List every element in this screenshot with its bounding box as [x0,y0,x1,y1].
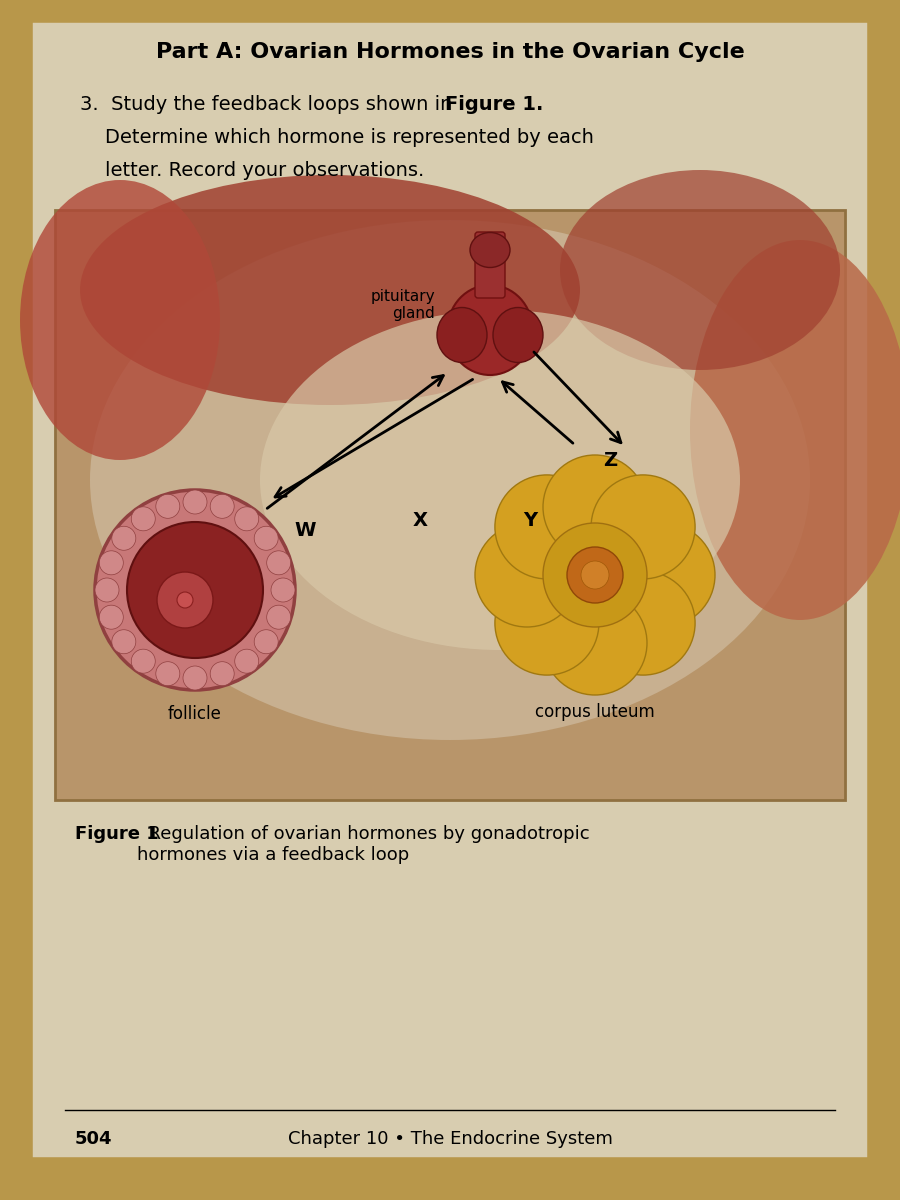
Circle shape [591,475,695,578]
Circle shape [567,547,623,602]
Text: letter. Record your observations.: letter. Record your observations. [80,161,424,180]
Text: Z: Z [603,450,617,469]
Circle shape [112,630,136,654]
Ellipse shape [690,240,900,620]
Ellipse shape [560,170,840,370]
Circle shape [156,661,180,685]
Circle shape [254,527,278,551]
Circle shape [99,551,123,575]
FancyBboxPatch shape [55,210,845,800]
Text: Part A: Ovarian Hormones in the Ovarian Cycle: Part A: Ovarian Hormones in the Ovarian … [156,42,744,62]
Text: Chapter 10 • The Endocrine System: Chapter 10 • The Endocrine System [288,1130,612,1148]
Circle shape [271,578,295,602]
Circle shape [127,522,263,658]
Circle shape [266,551,291,575]
Circle shape [131,649,156,673]
Text: X: X [412,510,427,529]
Circle shape [495,475,598,578]
Circle shape [99,605,123,629]
Circle shape [266,605,291,629]
Circle shape [254,630,278,654]
Circle shape [543,455,647,559]
Circle shape [112,527,136,551]
Ellipse shape [80,175,580,404]
Circle shape [183,666,207,690]
Circle shape [156,494,180,518]
Ellipse shape [20,180,220,460]
Circle shape [495,571,598,676]
Circle shape [581,560,609,589]
Circle shape [211,661,234,685]
Text: Figure 1: Figure 1 [75,826,158,842]
Circle shape [95,578,119,602]
Text: 3.  Study the feedback loops shown in: 3. Study the feedback loops shown in [80,95,459,114]
Circle shape [591,571,695,676]
Circle shape [235,649,258,673]
Text: Y: Y [523,510,537,529]
Ellipse shape [470,233,510,268]
Circle shape [95,490,295,690]
FancyBboxPatch shape [475,232,505,298]
Text: Determine which hormone is represented by each: Determine which hormone is represented b… [80,128,594,146]
Circle shape [475,523,579,626]
Ellipse shape [437,307,487,362]
Circle shape [543,523,647,626]
Ellipse shape [493,307,543,362]
Circle shape [177,592,193,608]
Circle shape [157,572,213,628]
Text: Figure 1.: Figure 1. [445,95,544,114]
Text: pituitary
gland: pituitary gland [371,289,435,322]
Text: 504: 504 [75,1130,112,1148]
Ellipse shape [447,284,533,374]
Ellipse shape [260,310,740,650]
Circle shape [211,494,234,518]
Circle shape [611,523,715,626]
Circle shape [543,590,647,695]
Text: follicle: follicle [168,704,222,722]
FancyBboxPatch shape [30,20,870,1160]
Circle shape [183,490,207,514]
Circle shape [235,506,258,530]
Text: corpus luteum: corpus luteum [536,703,655,721]
Ellipse shape [90,220,810,740]
Circle shape [131,506,156,530]
Text: W: W [294,521,316,540]
Text: Regulation of ovarian hormones by gonadotropic
hormones via a feedback loop: Regulation of ovarian hormones by gonado… [137,826,590,864]
